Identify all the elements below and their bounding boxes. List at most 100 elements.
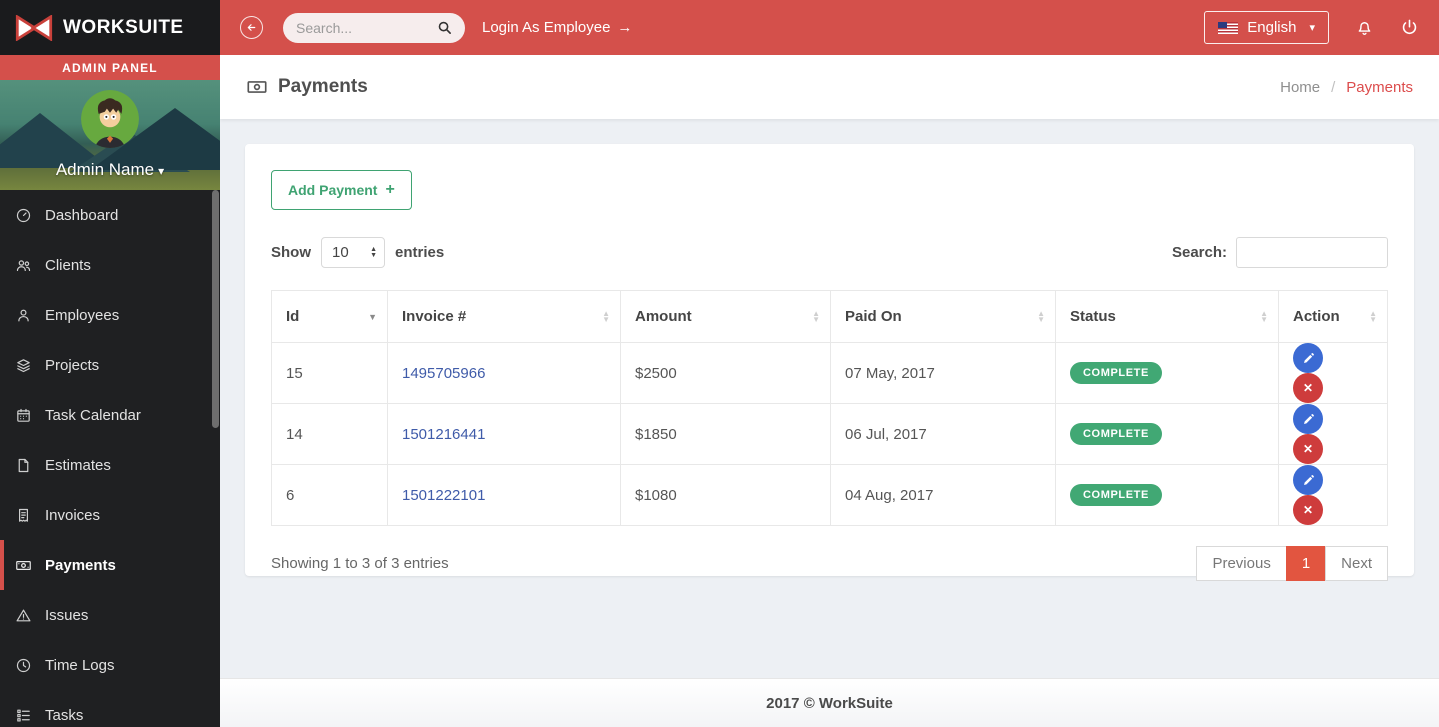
sidebar-item-label: Issues bbox=[45, 606, 89, 624]
bell-icon bbox=[1358, 22, 1371, 35]
column-header-amount[interactable]: Amount ▲ ▼ bbox=[620, 290, 831, 343]
show-label: Show bbox=[271, 244, 311, 261]
edit-payment-button[interactable] bbox=[1293, 404, 1323, 434]
breadcrumb-home-link[interactable]: Home bbox=[1280, 78, 1321, 96]
column-label: Id bbox=[286, 308, 300, 325]
sidebar-item-label: Clients bbox=[45, 256, 91, 274]
page-length-select[interactable]: 10 ▲ ▼ bbox=[321, 237, 385, 268]
sidebar-item-dashboard[interactable]: Dashboard bbox=[0, 190, 220, 240]
breadcrumb-current: Payments bbox=[1346, 78, 1413, 96]
sidebar-item-employees[interactable]: Employees bbox=[0, 290, 220, 340]
admin-name: Admin Name bbox=[55, 160, 155, 179]
sort-icon: ▲ ▼ bbox=[1369, 308, 1377, 324]
table-search: Search: bbox=[1172, 237, 1388, 268]
x-icon: ✕ bbox=[1302, 381, 1314, 395]
page-title: Payments bbox=[246, 76, 368, 98]
add-payment-button[interactable]: Add Payment + bbox=[271, 170, 412, 210]
pagination-next-button[interactable]: Next bbox=[1325, 546, 1388, 581]
payments-card: Add Payment + Show 10 ▲ ▼ entries Search:… bbox=[245, 144, 1414, 581]
admin-name-dropdown[interactable]: Admin Name ▾ bbox=[0, 160, 220, 180]
plus-icon: + bbox=[385, 181, 395, 198]
sidebar-item-time-logs[interactable]: Time Logs bbox=[0, 640, 220, 690]
edit-payment-button[interactable] bbox=[1293, 343, 1323, 373]
sidebar-item-payments[interactable]: Payments bbox=[0, 540, 220, 590]
logout-button[interactable] bbox=[1400, 18, 1419, 37]
copyright-text: 2017 © WorkSuite bbox=[766, 694, 893, 712]
sidebar-scrollbar-thumb[interactable] bbox=[212, 190, 219, 428]
language-selector[interactable]: English ▾ bbox=[1204, 11, 1329, 44]
sidebar-item-label: Estimates bbox=[45, 456, 111, 474]
column-header-action[interactable]: Action ▲ ▼ bbox=[1278, 290, 1388, 343]
avatar[interactable] bbox=[81, 90, 139, 148]
gauge-icon bbox=[15, 207, 32, 224]
sidebar-item-label: Invoices bbox=[45, 506, 101, 524]
content-area: Add Payment + Show 10 ▲ ▼ entries Search:… bbox=[220, 119, 1439, 678]
worksuite-bowtie-icon bbox=[15, 14, 53, 41]
status-badge: COMPLETE bbox=[1070, 484, 1162, 506]
warning-icon bbox=[15, 607, 32, 624]
column-label: Status bbox=[1070, 308, 1116, 325]
status-badge: COMPLETE bbox=[1070, 423, 1162, 445]
table-row: 6 1501222101 $1080 04 Aug, 2017 COMPLETE ✕ bbox=[271, 464, 1388, 526]
file-icon bbox=[15, 457, 32, 474]
invoice-link[interactable]: 1501222101 bbox=[402, 486, 486, 504]
table-header-row: Id ▼ Invoice # ▲ ▼ Amount ▲ ▼ Paid On ▲ ▼ Status ▲ ▼ A… bbox=[271, 290, 1388, 343]
delete-payment-button[interactable]: ✕ bbox=[1293, 495, 1323, 525]
pagination: Previous 1 Next bbox=[1196, 546, 1388, 581]
table-body: 15 1495705966 $2500 07 May, 2017 COMPLETE ✕ 14… bbox=[271, 342, 1388, 526]
page-footer: 2017 © WorkSuite bbox=[220, 678, 1439, 727]
language-label: English bbox=[1247, 19, 1297, 36]
delete-payment-button[interactable]: ✕ bbox=[1293, 373, 1323, 403]
table-controls: Show 10 ▲ ▼ entries Search: bbox=[271, 237, 1388, 268]
arrow-left-icon bbox=[247, 24, 256, 31]
pagination-previous-button[interactable]: Previous bbox=[1196, 546, 1287, 581]
search-icon[interactable] bbox=[437, 20, 452, 35]
sidebar-item-label: Tasks bbox=[45, 706, 84, 724]
sidebar-item-label: Payments bbox=[45, 556, 116, 574]
column-header-paid-on[interactable]: Paid On ▲ ▼ bbox=[830, 290, 1056, 343]
cell-status: COMPLETE bbox=[1055, 342, 1279, 404]
global-search-input[interactable] bbox=[296, 19, 437, 36]
sort-icon: ▲ ▼ bbox=[1037, 308, 1045, 324]
cell-paid-on: 04 Aug, 2017 bbox=[830, 464, 1056, 526]
sidebar-item-clients[interactable]: Clients bbox=[0, 240, 220, 290]
table-search-input[interactable] bbox=[1236, 237, 1388, 268]
caret-down-icon: ▾ bbox=[1309, 22, 1315, 34]
logo-text: WORKSUITE bbox=[63, 16, 184, 38]
breadcrumb: Home / Payments bbox=[1280, 79, 1413, 96]
select-arrows-icon: ▲ ▼ bbox=[370, 245, 377, 259]
topbar: Login As Employee → English ▾ bbox=[220, 0, 1439, 55]
table-row: 14 1501216441 $1850 06 Jul, 2017 COMPLETE ✕ bbox=[271, 403, 1388, 465]
global-search bbox=[283, 12, 465, 43]
invoice-link[interactable]: 1495705966 bbox=[402, 364, 486, 382]
sort-icon: ▲ ▼ bbox=[1260, 308, 1268, 324]
sort-icon: ▼ bbox=[368, 311, 377, 322]
sidebar-item-task-calendar[interactable]: Task Calendar bbox=[0, 390, 220, 440]
login-as-employee-link[interactable]: Login As Employee → bbox=[482, 19, 632, 36]
delete-payment-button[interactable]: ✕ bbox=[1293, 434, 1323, 464]
sidebar-collapse-button[interactable] bbox=[240, 16, 263, 39]
pencil-icon bbox=[1302, 474, 1315, 487]
sidebar-item-projects[interactable]: Projects bbox=[0, 340, 220, 390]
notifications-button[interactable] bbox=[1355, 18, 1374, 37]
sidebar-item-estimates[interactable]: Estimates bbox=[0, 440, 220, 490]
sidebar-item-label: Task Calendar bbox=[45, 406, 141, 424]
edit-payment-button[interactable] bbox=[1293, 465, 1323, 495]
column-header-status[interactable]: Status ▲ ▼ bbox=[1055, 290, 1279, 343]
sidebar-item-tasks[interactable]: Tasks bbox=[0, 690, 220, 727]
invoice-link[interactable]: 1501216441 bbox=[402, 425, 486, 443]
column-header-id[interactable]: Id ▼ bbox=[271, 290, 388, 343]
pagination-page-1-button[interactable]: 1 bbox=[1285, 546, 1327, 581]
sidebar-item-issues[interactable]: Issues bbox=[0, 590, 220, 640]
column-header-invoice[interactable]: Invoice # ▲ ▼ bbox=[387, 290, 621, 343]
caret-down-icon: ▾ bbox=[158, 164, 165, 178]
sidebar-item-invoices[interactable]: Invoices bbox=[0, 490, 220, 540]
cell-action: ✕ bbox=[1278, 464, 1388, 526]
layers-icon bbox=[15, 357, 32, 374]
cell-status: COMPLETE bbox=[1055, 464, 1279, 526]
column-label: Invoice # bbox=[402, 308, 467, 325]
clock-icon bbox=[15, 657, 32, 674]
sidebar-item-label: Time Logs bbox=[45, 656, 115, 674]
worksuite-logo[interactable]: WORKSUITE bbox=[0, 0, 220, 55]
